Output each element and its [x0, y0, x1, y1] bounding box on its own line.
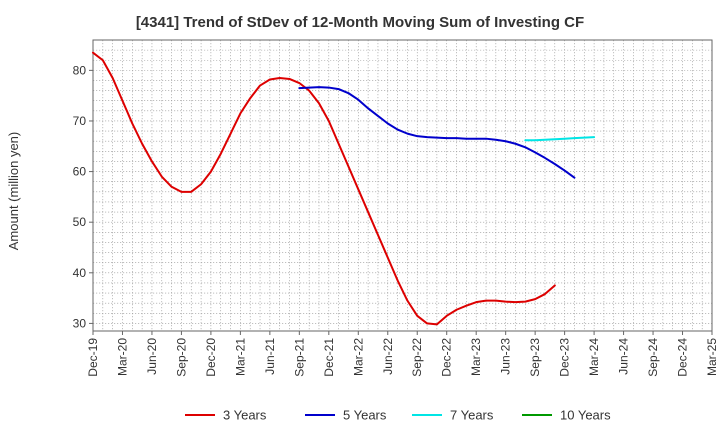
x-tick-label: Mar-21: [233, 338, 247, 376]
series-layer: [92, 51, 596, 326]
y-axis-label: Amount (million yen): [6, 132, 21, 251]
x-tick-label: Sep-23: [528, 338, 542, 377]
x-tick-label: Mar-22: [351, 338, 365, 376]
x-tick-label: Jun-23: [499, 338, 513, 375]
x-tick-label: Dec-21: [322, 338, 336, 377]
x-tick-label: Mar-24: [587, 338, 601, 376]
legend-label-10-years: 10 Years: [560, 408, 611, 423]
y-tick-label: 50: [73, 215, 87, 229]
plot-frame: [92, 39, 713, 332]
y-tick-label: 60: [73, 165, 87, 179]
series-line-3-years: [92, 51, 556, 326]
x-tick-label: Sep-22: [410, 338, 424, 377]
legend: 3 Years 5 Years 7 Years 10 Years: [185, 408, 611, 423]
chart-title: [4341] Trend of StDev of 12-Month Moving…: [135, 14, 585, 31]
y-tick-label: 70: [73, 114, 87, 128]
legend-label-7-years: 7 Years: [450, 408, 494, 423]
legend-label-5-years: 5 Years: [343, 408, 387, 423]
x-tick-label: Dec-23: [558, 338, 572, 377]
x-tick-label: Dec-24: [676, 338, 690, 377]
x-tick-label: Jun-21: [263, 338, 277, 375]
series-line-7-years: [524, 136, 596, 142]
x-tick-label: Mar-20: [115, 338, 129, 376]
x-tick-label: Sep-24: [646, 338, 660, 377]
x-axis-ticks: Dec-19 Mar-20 Jun-20 Sep-20 Dec-20 Mar-21 Jun-…: [86, 331, 719, 377]
x-tick-label: Dec-20: [204, 338, 218, 377]
x-tick-label: Sep-20: [174, 338, 188, 377]
series-line-5-years: [298, 86, 576, 179]
grid: [93, 40, 712, 331]
x-tick-label: Dec-22: [440, 338, 454, 377]
y-tick-label: 40: [73, 266, 87, 280]
y-axis-ticks: 30 40 50 60 70 80: [73, 63, 93, 330]
y-tick-label: 80: [73, 63, 87, 77]
legend-label-3-years: 3 Years: [223, 408, 267, 423]
x-tick-label: Jun-22: [381, 338, 395, 375]
x-tick-label: Sep-21: [292, 338, 306, 377]
x-tick-label: Dec-19: [86, 338, 100, 377]
y-tick-label: 30: [73, 316, 87, 330]
x-tick-label: Mar-25: [705, 338, 719, 376]
x-tick-label: Jun-24: [617, 338, 631, 375]
x-tick-label: Jun-20: [145, 338, 159, 375]
x-tick-label: Mar-23: [469, 338, 483, 376]
